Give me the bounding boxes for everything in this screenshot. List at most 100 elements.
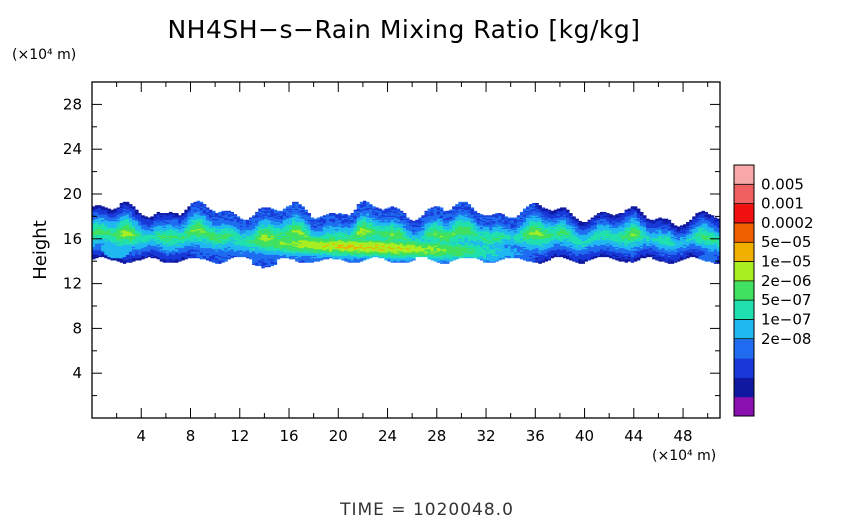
field-cell [132, 229, 136, 232]
field-cell [255, 246, 259, 249]
field-cell [396, 247, 401, 250]
field-cell [282, 224, 287, 226]
field-cell [95, 226, 99, 228]
field-cell [372, 254, 376, 256]
field-cell [190, 252, 194, 254]
field-cell [193, 228, 198, 231]
field-cell [116, 237, 121, 240]
field-cell [122, 220, 127, 223]
field-cell [409, 239, 413, 242]
field-cell [301, 208, 305, 211]
field-cell [298, 237, 302, 240]
field-cell [168, 235, 173, 237]
field-cell [168, 246, 173, 249]
field-cell [138, 251, 142, 253]
field-cell [344, 228, 348, 231]
field-cell [402, 226, 407, 228]
field-cell [193, 245, 198, 248]
field-cell [119, 253, 124, 255]
field-cell [282, 216, 287, 218]
field-cell [267, 235, 271, 237]
field-cell [406, 225, 410, 227]
field-cell [147, 253, 151, 255]
field-cell [267, 246, 271, 249]
field-cell [396, 214, 401, 216]
field-cell [325, 214, 330, 216]
field-cell [365, 222, 370, 224]
field-cell [175, 235, 179, 237]
field-cell [387, 227, 392, 230]
field-cell [310, 233, 315, 235]
field-cell [307, 229, 311, 232]
field-cell [98, 235, 102, 237]
field-cell [295, 242, 299, 244]
field-cell [221, 214, 225, 216]
field-cell [387, 226, 392, 228]
field-cell [104, 211, 108, 214]
field-cell [184, 237, 188, 240]
field-cell [412, 228, 416, 231]
field-cell [356, 210, 361, 213]
field-cell [433, 243, 438, 245]
field-cell [144, 224, 148, 226]
field-cell [282, 237, 287, 240]
field-cell [356, 204, 361, 206]
field-cell [153, 229, 158, 232]
field-cell [402, 237, 407, 240]
field-cell [433, 247, 438, 250]
field-cell [329, 217, 333, 220]
field-cell [372, 209, 376, 212]
field-cell [362, 252, 367, 254]
field-cell [187, 244, 191, 246]
field-cell [289, 208, 293, 211]
field-cell [359, 228, 364, 231]
field-cell [159, 230, 164, 233]
field-cell [276, 257, 281, 260]
field-cell [415, 247, 419, 250]
field-cell [295, 236, 299, 239]
field-cell [409, 241, 413, 243]
field-cell [285, 206, 290, 208]
field-cell [199, 208, 204, 211]
field-cell [307, 234, 311, 236]
field-cell [270, 222, 275, 224]
field-cell [187, 238, 191, 241]
field-cell [98, 254, 102, 256]
field-cell [230, 238, 235, 241]
field-cell [270, 211, 275, 214]
field-cell [150, 220, 154, 223]
field-cell [359, 234, 364, 236]
field-cell [184, 252, 188, 254]
field-cell [369, 208, 373, 211]
field-cell [375, 235, 379, 237]
field-cell [381, 224, 385, 226]
field-cell [168, 253, 173, 255]
field-cell [322, 256, 327, 259]
field-cell [279, 242, 284, 244]
field-cell [258, 217, 262, 220]
field-cell [381, 219, 385, 222]
field-cell [224, 248, 228, 251]
field-cell [402, 250, 407, 252]
field-cell [190, 247, 194, 250]
field-cell [295, 247, 299, 250]
field-cell [335, 217, 339, 220]
field-cell [289, 256, 293, 259]
field-cell [104, 256, 108, 259]
field-cell [215, 223, 219, 225]
field-cell [393, 214, 398, 216]
field-cell [335, 256, 339, 259]
field-cell [362, 248, 367, 251]
field-cell [313, 243, 318, 245]
field-cell [307, 242, 311, 244]
field-cell [399, 211, 404, 214]
field-cell [249, 242, 253, 244]
field-cell [402, 220, 407, 223]
field-cell [168, 254, 173, 256]
field-cell [276, 211, 281, 214]
field-cell [329, 224, 333, 226]
field-cell [156, 255, 161, 258]
field-cell [375, 207, 379, 209]
field-cell [298, 235, 302, 237]
field-cell [347, 215, 351, 217]
